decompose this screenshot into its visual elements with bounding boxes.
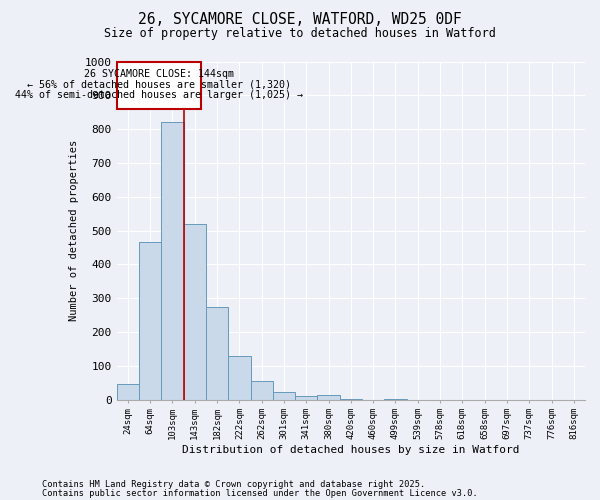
Text: 26, SYCAMORE CLOSE, WATFORD, WD25 0DF: 26, SYCAMORE CLOSE, WATFORD, WD25 0DF [138,12,462,28]
Bar [295,396,317,400]
Bar [273,392,295,400]
Bar [184,224,206,400]
Text: ← 56% of detached houses are smaller (1,320): ← 56% of detached houses are smaller (1,… [27,80,291,90]
Bar [117,62,202,109]
Bar [340,398,362,400]
Bar [206,306,228,400]
Bar [139,242,161,400]
Bar [161,122,184,400]
Text: Contains HM Land Registry data © Crown copyright and database right 2025.: Contains HM Land Registry data © Crown c… [42,480,425,489]
Y-axis label: Number of detached properties: Number of detached properties [69,140,79,321]
Text: 26 SYCAMORE CLOSE: 144sqm: 26 SYCAMORE CLOSE: 144sqm [84,69,234,79]
Text: 44% of semi-detached houses are larger (1,025) →: 44% of semi-detached houses are larger (… [15,90,303,101]
Bar [317,396,340,400]
Bar [117,384,139,400]
Text: Size of property relative to detached houses in Watford: Size of property relative to detached ho… [104,28,496,40]
Bar [385,399,407,400]
Bar [251,381,273,400]
Text: Contains public sector information licensed under the Open Government Licence v3: Contains public sector information licen… [42,490,478,498]
Bar [228,356,251,400]
X-axis label: Distribution of detached houses by size in Watford: Distribution of detached houses by size … [182,445,520,455]
